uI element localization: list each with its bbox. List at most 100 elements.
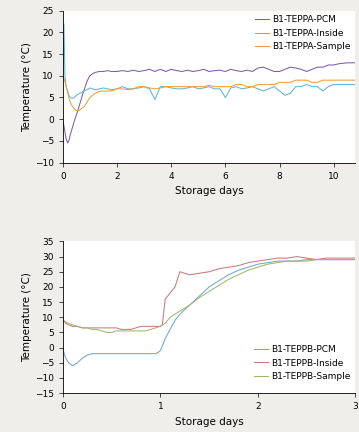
B1-TEPPB-Sample [149,327,153,332]
B1-TEPPB-Sample [285,258,289,264]
B1-TEPPB-Inside [153,324,158,329]
B1-TEPPB-Inside [104,325,109,330]
B1-TEPPB-Sample [217,283,221,288]
Line: B1-TEPPB-PCM: B1-TEPPB-PCM [63,260,355,366]
B1-TEPPB-PCM [64,356,68,361]
B1-TEPPB-Inside [217,266,221,271]
B1-TEPPB-Inside [344,255,348,260]
B1-TEPPB-PCM [304,257,309,262]
B1-TEPPB-Sample [344,257,348,262]
B1-TEPPA-Sample [223,84,228,89]
B1-TEPPA-PCM [158,67,163,72]
B1-TEPPB-Inside [173,284,177,289]
B1-TEPPA-PCM [66,140,70,146]
B1-TEPPB-PCM [227,272,231,277]
B1-TEPPB-PCM [217,278,221,283]
B1-TEPPA-Sample [310,80,314,85]
B1-TEPPB-Sample [85,325,89,330]
B1-TEPPA-Sample [142,84,146,89]
B1-TEPPB-Inside [246,260,250,265]
B1-TEPPB-Inside [187,272,192,277]
B1-TEPPB-Sample [187,302,192,308]
B1-TEPPB-Sample [275,260,280,265]
B1-TEPPB-Inside [197,271,201,276]
B1-TEPPB-PCM [80,356,84,361]
B1-TEPPB-Inside [70,324,75,329]
B1-TEPPB-Sample [246,268,250,273]
B1-TEPPB-Sample [168,314,172,320]
B1-TEPPB-Inside [227,265,231,270]
B1-TEPPA-Inside [272,84,276,89]
B1-TEPPB-Sample [304,258,309,264]
B1-TEPPA-PCM [142,68,146,73]
B1-TEPPB-Inside [100,325,104,330]
B1-TEPPB-PCM [187,302,192,308]
B1-TEPPB-Inside [80,325,84,330]
Y-axis label: Temperature (°C): Temperature (°C) [22,272,32,362]
B1-TEPPB-PCM [160,343,164,349]
B1-TEPPA-Sample [353,78,358,83]
B1-TEPPA-Sample [201,84,206,89]
B1-TEPPB-Inside [275,255,280,260]
B1-TEPPB-PCM [104,351,109,356]
B1-TEPPB-PCM [246,265,250,270]
B1-TEPPB-PCM [75,360,80,365]
B1-TEPPB-Inside [168,290,172,295]
B1-TEPPB-Inside [90,325,94,330]
B1-TEPPA-PCM [353,60,358,65]
Line: B1-TEPPA-Sample: B1-TEPPA-Sample [63,76,355,111]
B1-TEPPB-Sample [295,258,299,264]
B1-TEPPB-Sample [236,272,241,277]
B1-TEPPB-Sample [109,330,114,335]
B1-TEPPB-Inside [149,324,153,329]
B1-TEPPB-Sample [314,257,318,262]
B1-TEPPB-Inside [109,325,114,330]
B1-TEPPB-PCM [178,311,182,317]
B1-TEPPB-PCM [114,351,118,356]
B1-TEPPB-PCM [62,349,66,355]
B1-TEPPB-Inside [304,255,309,260]
B1-TEPPB-Inside [61,314,65,320]
B1-TEPPB-Inside [207,269,211,274]
B1-TEPPB-Sample [90,327,94,332]
B1-TEPPB-Inside [95,325,99,330]
B1-TEPPB-Inside [144,324,148,329]
B1-TEPPB-Inside [295,254,299,259]
B1-TEPPB-Inside [266,257,270,262]
B1-TEPPB-Sample [129,328,133,334]
B1-TEPPB-Sample [104,330,109,335]
B1-TEPPB-Sample [80,325,84,330]
B1-TEPPB-PCM [90,351,94,356]
B1-TEPPB-PCM [61,345,65,350]
B1-TEPPB-Sample [119,328,123,334]
B1-TEPPA-Sample [104,89,108,94]
B1-TEPPB-PCM [85,353,89,358]
B1-TEPPB-Sample [62,319,66,324]
B1-TEPPB-Inside [139,324,143,329]
B1-TEPPB-PCM [324,257,328,262]
B1-TEPPB-Inside [256,258,260,264]
Line: B1-TEPPB-Inside: B1-TEPPB-Inside [63,257,355,329]
B1-TEPPB-Sample [207,289,211,294]
B1-TEPPB-PCM [334,257,338,262]
B1-TEPPA-Inside [142,84,146,89]
B1-TEPPA-Inside [68,95,73,100]
B1-TEPPA-PCM [61,119,65,124]
B1-TEPPB-Sample [163,321,167,326]
B1-TEPPB-PCM [353,257,358,262]
B1-TEPPB-Sample [227,277,231,282]
B1-TEPPB-PCM [109,351,114,356]
B1-TEPPB-Sample [266,261,270,267]
B1-TEPPB-PCM [149,351,153,356]
B1-TEPPB-PCM [129,351,133,356]
B1-TEPPB-PCM [266,260,270,265]
B1-TEPPB-PCM [153,351,158,356]
B1-TEPPB-Inside [285,255,289,260]
B1-TEPPB-PCM [236,268,241,273]
B1-TEPPB-PCM [156,349,160,355]
B1-TEPPA-Inside [164,84,168,89]
B1-TEPPB-PCM [197,293,201,299]
B1-TEPPB-Inside [314,257,318,262]
B1-TEPPB-Inside [156,324,160,329]
B1-TEPPB-PCM [256,261,260,267]
